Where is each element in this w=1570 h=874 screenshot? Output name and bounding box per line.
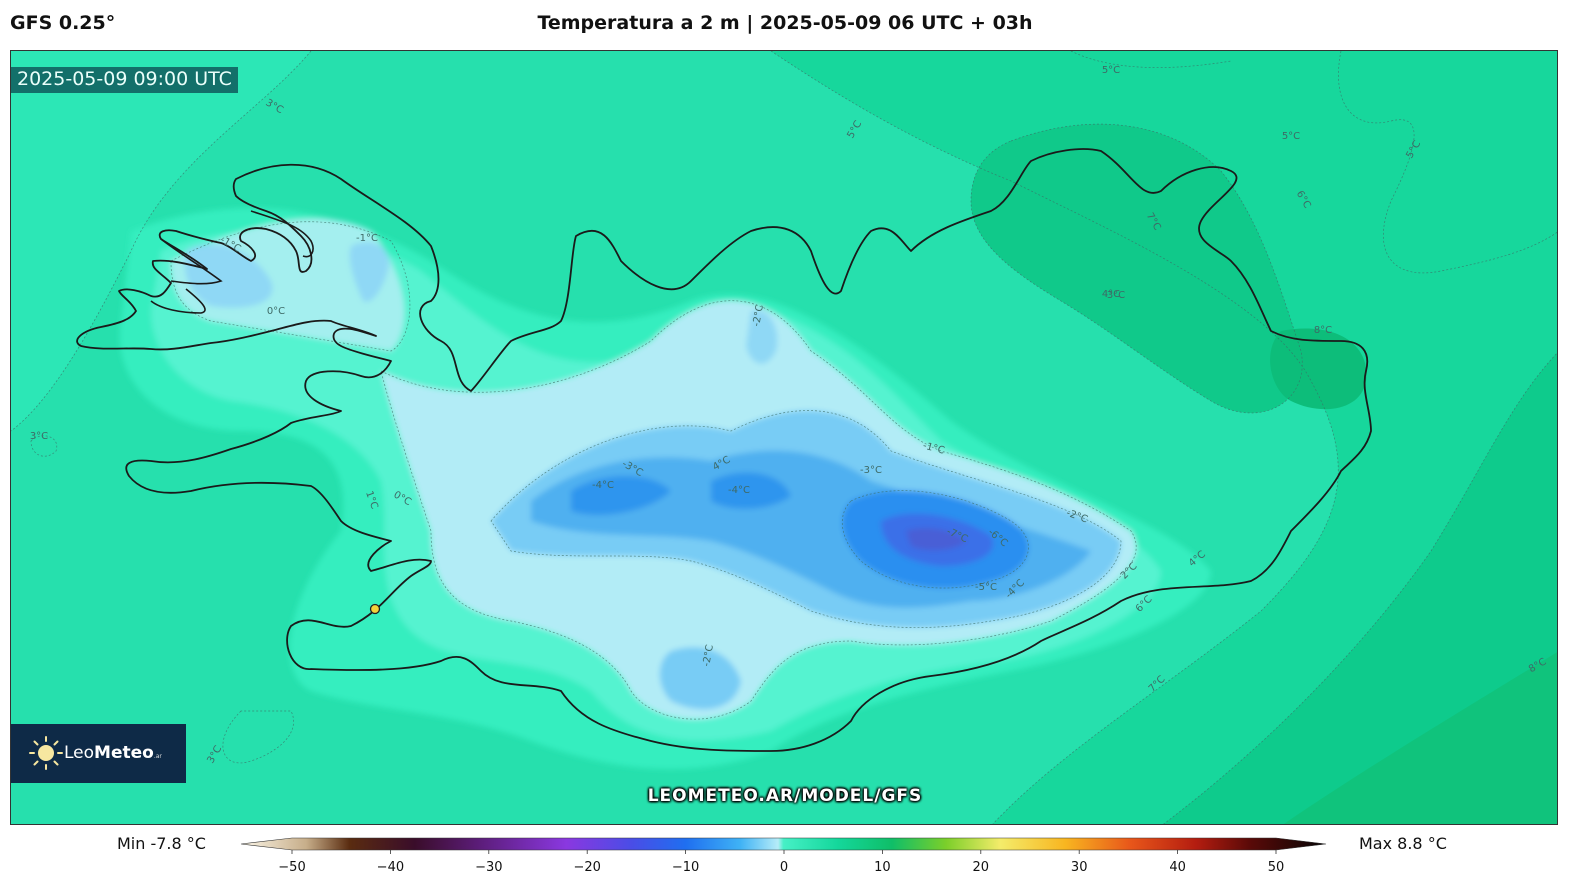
isotherm-line [1070, 51, 1232, 68]
min-temperature-label: Min -7.8 °C [117, 834, 206, 853]
temp-zone-12 [711, 472, 791, 509]
temp-zone-15 [906, 528, 966, 551]
model-label: GFS 0.25° [10, 12, 116, 34]
colorbar-tick-label: −50 [278, 860, 305, 874]
sun-icon [29, 736, 63, 770]
temp-zone-7 [746, 310, 778, 364]
contour-label: -4°C [592, 480, 614, 491]
isotherm-line [770, 51, 1339, 824]
isotherm-line [170, 221, 411, 352]
contour-label: 0°C [267, 306, 285, 317]
logo-text: LeoMeteo.ar [64, 743, 162, 763]
map-title: Temperatura a 2 m | 2025-05-09 06 UTC + … [537, 12, 1033, 34]
contour-label: -2°C [751, 304, 766, 328]
warm-band-east [771, 51, 1557, 824]
colorbar-tick-label: −20 [573, 860, 600, 874]
contour-label: 3°C [30, 431, 48, 442]
logo-text-light: Leo [64, 743, 95, 763]
map-panel[interactable]: 5°C 3°C 5°C 5°C 5°C 6°C 7°C 8°C 4°C -1°C -1°C 0°C -2… [10, 50, 1558, 825]
temp-zone-11 [571, 476, 671, 515]
colorbar-tick-label: 20 [973, 860, 990, 874]
contour-label: -1°C [356, 233, 378, 244]
colorbar-tick-label: 0 [780, 860, 788, 874]
contour-label: -4°C [728, 485, 750, 496]
warm-area-north [971, 124, 1303, 413]
colorbar-tick-label: 30 [1071, 860, 1088, 874]
contour-label: -3°C [860, 465, 882, 476]
logo-suffix: .ar [153, 753, 162, 760]
coastline [76, 148, 1372, 752]
contour-label: 8°C [1314, 325, 1332, 336]
isotherm-line [222, 710, 294, 764]
coast-inlet [250, 210, 314, 258]
isotherm-line [380, 300, 1137, 720]
coast-inlet [150, 238, 223, 314]
isotherm-line [1338, 51, 1557, 274]
colorbar-tick-label: 10 [874, 860, 891, 874]
isotherm-line [970, 123, 1303, 414]
colorbar-tick-label: −10 [672, 860, 699, 874]
colorbar-ticks: −50 −40 −30 −20 −10 0 10 20 30 40 50 [278, 850, 1284, 874]
isotherm-line [11, 51, 312, 432]
colorbar-body [240, 837, 1327, 851]
location-marker [369, 603, 381, 615]
contour-label: 4°C [1102, 289, 1120, 300]
isotherm-line [1163, 352, 1557, 824]
contour-label: -2°C [701, 644, 716, 668]
warm-area-east [1270, 328, 1367, 410]
colorbar-tick-label: 40 [1169, 860, 1186, 874]
watermark-url[interactable]: LEOMETEO.AR/MODEL/GFS [647, 786, 923, 806]
contour-label: 3°C [1107, 290, 1125, 301]
logo-text-bold: Meteo [94, 743, 154, 763]
temperature-map[interactable]: 5°C3°C5°C 5°C5°C6°C7°C8°C4°C-1°C -1°C0°C -2… [11, 51, 1558, 825]
warm-band-far-se [1283, 652, 1557, 824]
temp-zone-6 [349, 242, 390, 302]
isotherm-line [490, 410, 1122, 628]
max-temperature-label: Max 8.8 °C [1359, 834, 1447, 853]
isotherm-line [30, 435, 58, 457]
contour-label: -5°C [975, 582, 997, 593]
contour-label: -1°C [922, 440, 946, 456]
colorbar-tick-label: −30 [475, 860, 502, 874]
colorbar-tick-label: 50 [1268, 860, 1285, 874]
colorbar-tick-label: −40 [377, 860, 404, 874]
warm-band-southeast [1163, 353, 1557, 824]
valid-time-badge: 2025-05-09 09:00 UTC [11, 67, 238, 93]
temp-zone-9 [659, 647, 741, 710]
contour-label: 5°C [1102, 65, 1120, 76]
contour-label: 5°C [1282, 131, 1300, 142]
temperature-colorbar: −50 −40 −30 −20 −10 0 10 20 30 40 50 [240, 837, 1327, 874]
leometeo-logo[interactable]: LeoMeteo.ar [11, 724, 186, 783]
cool-sea-west [11, 51, 311, 431]
